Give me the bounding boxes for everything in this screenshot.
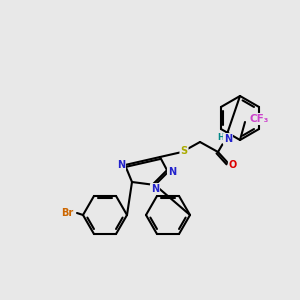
Text: S: S: [180, 146, 188, 156]
Text: N: N: [224, 134, 232, 144]
Text: N: N: [151, 184, 159, 194]
Text: O: O: [229, 160, 237, 170]
Text: Br: Br: [61, 208, 73, 218]
Text: N: N: [168, 167, 176, 177]
Text: N: N: [117, 160, 125, 170]
Text: CF₃: CF₃: [249, 114, 269, 124]
Text: H: H: [218, 134, 224, 142]
